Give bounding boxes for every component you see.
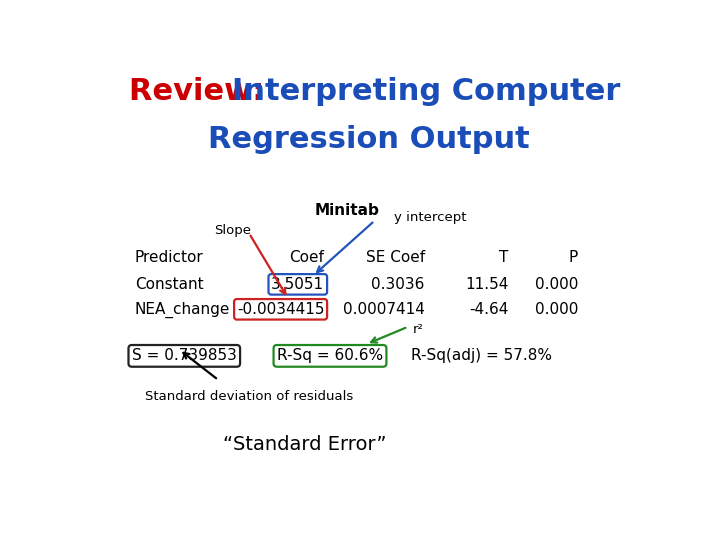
- Text: 0.000: 0.000: [535, 277, 578, 292]
- Text: Constant: Constant: [135, 277, 203, 292]
- Text: r²: r²: [413, 322, 423, 335]
- Text: Slope: Slope: [214, 224, 251, 237]
- Text: 11.54: 11.54: [465, 277, 508, 292]
- Text: 0.3036: 0.3036: [372, 277, 425, 292]
- Text: Standard deviation of residuals: Standard deviation of residuals: [145, 390, 353, 403]
- Text: -0.0034415: -0.0034415: [237, 302, 324, 317]
- Text: Review:: Review:: [129, 77, 275, 106]
- Text: 0.000: 0.000: [535, 302, 578, 317]
- Text: Interpreting Computer: Interpreting Computer: [233, 77, 621, 106]
- Text: S = 0.739853: S = 0.739853: [132, 348, 237, 363]
- Text: “Standard Error”: “Standard Error”: [223, 435, 387, 454]
- Text: Minitab: Minitab: [314, 203, 379, 218]
- Text: SE Coef: SE Coef: [366, 250, 425, 265]
- Text: Predictor: Predictor: [135, 250, 203, 265]
- Text: P: P: [569, 250, 578, 265]
- Text: 0.0007414: 0.0007414: [343, 302, 425, 317]
- Text: Regression Output: Regression Output: [208, 125, 530, 154]
- Text: 3.5051: 3.5051: [271, 277, 324, 292]
- Text: NEA_change: NEA_change: [135, 302, 230, 318]
- Text: y intercept: y intercept: [394, 211, 467, 224]
- Text: R-Sq = 60.6%: R-Sq = 60.6%: [277, 348, 383, 363]
- Text: R-Sq(adj) = 57.8%: R-Sq(adj) = 57.8%: [411, 348, 552, 363]
- Text: T: T: [499, 250, 508, 265]
- Text: -4.64: -4.64: [469, 302, 508, 317]
- Text: Coef: Coef: [289, 250, 324, 265]
